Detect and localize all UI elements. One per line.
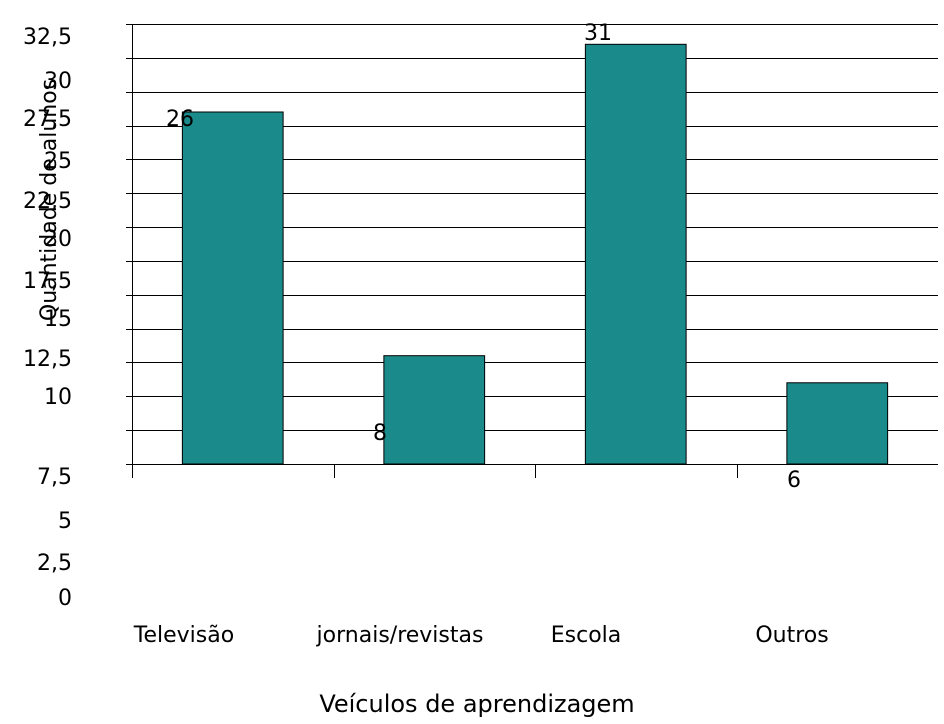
y-tick-label: 27,5: [23, 107, 72, 132]
y-tick-label: 5: [58, 509, 72, 534]
bar-0: [181, 111, 284, 465]
y-tick-label: 15: [44, 307, 72, 332]
data-label-1: 8: [373, 421, 387, 446]
y-tick-label: 25: [44, 149, 72, 174]
x-tick-label: jornais/revistas: [316, 623, 484, 648]
y-tick-label: 17,5: [23, 269, 72, 294]
y-tick-label: 20: [44, 227, 72, 252]
x-tick-label: Televisão: [133, 623, 234, 648]
data-label-3: 6: [787, 468, 801, 493]
y-tick-label: 12,5: [23, 347, 72, 372]
data-label-0: 26: [166, 107, 194, 132]
x-axis-label: Veículos de aprendizagem: [319, 690, 634, 718]
y-tick-label: 30: [44, 69, 72, 94]
x-tick-labels: Televisão jornais/revistas Escola Outros: [133, 623, 829, 648]
y-tick-label: 0: [58, 586, 72, 611]
data-labels: 26 8 31 6: [166, 21, 801, 493]
bars: [181, 43, 889, 465]
bar-1: [383, 355, 486, 465]
bar-3: [786, 382, 889, 465]
y-tick-label: 32,5: [23, 25, 72, 50]
x-tick-label: Escola: [551, 623, 622, 648]
y-tick-labels: 0 2,5 5 7,5 10 12,5 15 17,5 20 22,5 25 27,5 30 32,5: [23, 25, 72, 611]
y-axis-label: Quantidade de alunos: [37, 79, 62, 321]
data-label-2: 31: [584, 21, 612, 46]
y-tick-label: 10: [44, 385, 72, 410]
x-tick-label: Outros: [755, 623, 828, 648]
y-tick-label: 22,5: [23, 189, 72, 214]
bar-2: [584, 43, 687, 465]
y-tick-label: 7,5: [37, 465, 72, 490]
y-tick-label: 2,5: [37, 551, 72, 576]
